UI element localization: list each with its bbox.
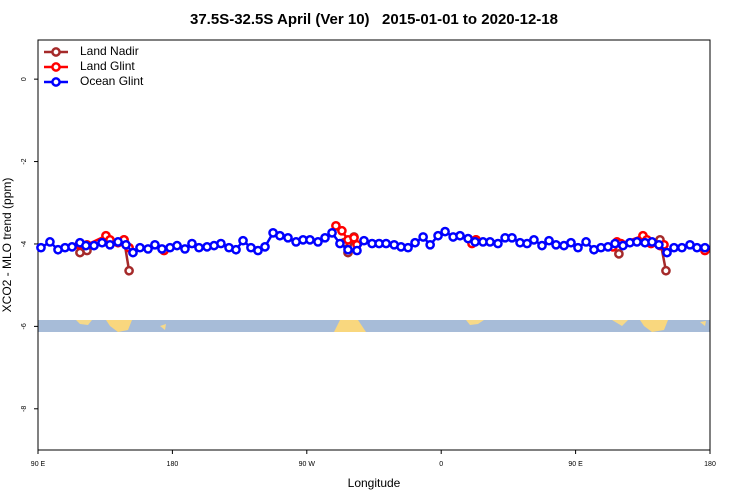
data-point <box>470 237 480 247</box>
map-land <box>700 321 706 326</box>
legend-marker <box>51 62 61 72</box>
data-point <box>537 240 547 251</box>
x-axis-label: Longitude <box>348 476 401 490</box>
data-point <box>238 235 248 246</box>
data-point <box>128 247 138 258</box>
map-ocean <box>38 320 710 332</box>
y-axis-label: XCO2 - MLO trend (ppm) <box>0 178 14 313</box>
data-point <box>97 237 107 248</box>
data-point <box>632 237 642 247</box>
map-strip <box>38 320 710 332</box>
data-point <box>614 249 624 259</box>
data-point <box>403 242 413 253</box>
x-tick-label: 180 <box>167 461 179 468</box>
data-point <box>231 244 241 255</box>
data-point <box>529 234 539 245</box>
legend-label: Ocean Glint <box>80 74 144 88</box>
data-point <box>81 240 91 251</box>
data-point <box>551 239 561 250</box>
data-point <box>216 238 226 249</box>
data-point <box>343 244 353 255</box>
chart-title: 37.5S-32.5S April (Ver 10) 2015-01-01 to… <box>190 11 558 28</box>
map-land <box>76 320 92 325</box>
data-point <box>124 265 134 276</box>
data-point <box>187 238 197 249</box>
x-tick-label: 90 E <box>568 461 583 468</box>
data-point <box>305 234 315 245</box>
data-point <box>418 232 428 242</box>
data-point <box>610 238 620 249</box>
data-point <box>662 247 672 258</box>
data-point <box>337 225 347 236</box>
data-point <box>493 238 503 249</box>
data-point <box>89 240 99 251</box>
data-point <box>67 242 77 252</box>
y-tick-label: -2 <box>21 158 28 164</box>
map-land <box>466 320 484 325</box>
data-point <box>113 237 123 247</box>
y-tick-label: -4 <box>21 241 28 247</box>
data-point <box>654 239 664 250</box>
data-point <box>320 232 330 243</box>
data-point <box>313 237 323 247</box>
data-point <box>692 242 702 253</box>
data-point <box>150 239 160 250</box>
data-point <box>661 265 671 276</box>
data-point <box>143 244 153 254</box>
data-point <box>410 237 420 248</box>
map-land <box>334 320 366 332</box>
data-point <box>573 242 583 253</box>
data-point <box>327 227 337 238</box>
data-point <box>331 220 341 231</box>
data-point <box>275 230 285 241</box>
data-point <box>544 235 554 246</box>
legend-marker <box>51 47 61 57</box>
data-point <box>36 242 46 253</box>
data-point <box>700 242 710 253</box>
data-point <box>352 245 362 256</box>
data-point <box>433 230 443 241</box>
data-point <box>455 230 465 241</box>
data-point <box>45 237 55 247</box>
data-point <box>335 238 345 249</box>
x-tick-label: 90 W <box>299 461 316 468</box>
data-point <box>172 240 182 251</box>
y-tick-label: 0 <box>21 77 28 81</box>
legend-marker <box>51 77 61 87</box>
data-point <box>135 242 145 253</box>
data-point <box>566 237 576 248</box>
x-tick-label: 90 E <box>31 461 46 468</box>
data-point <box>194 242 204 253</box>
map-land <box>612 320 628 326</box>
data-point <box>485 237 495 247</box>
data-point <box>105 239 115 250</box>
data-point <box>180 244 190 254</box>
map-land <box>160 324 166 330</box>
data-point <box>157 244 167 254</box>
y-tick-label: -6 <box>21 323 28 329</box>
data-point <box>381 238 391 249</box>
data-point <box>425 239 435 250</box>
data-point <box>253 245 263 256</box>
data-point <box>677 242 687 253</box>
x-tick-label: 0 <box>439 461 443 468</box>
map-land <box>640 320 668 332</box>
data-point <box>283 232 293 243</box>
data-point <box>507 232 517 243</box>
data-point <box>581 237 591 247</box>
data-point <box>669 242 679 253</box>
data-point <box>121 239 131 250</box>
x-tick-label: 180 <box>704 461 716 468</box>
legend-label: Land Glint <box>80 59 135 73</box>
data-point <box>440 226 450 237</box>
data-point <box>522 238 532 249</box>
map-land <box>106 320 132 332</box>
legend-label: Land Nadir <box>80 44 139 58</box>
y-tick-label: -8 <box>21 406 28 412</box>
data-point <box>359 235 369 246</box>
data-point <box>260 242 270 252</box>
